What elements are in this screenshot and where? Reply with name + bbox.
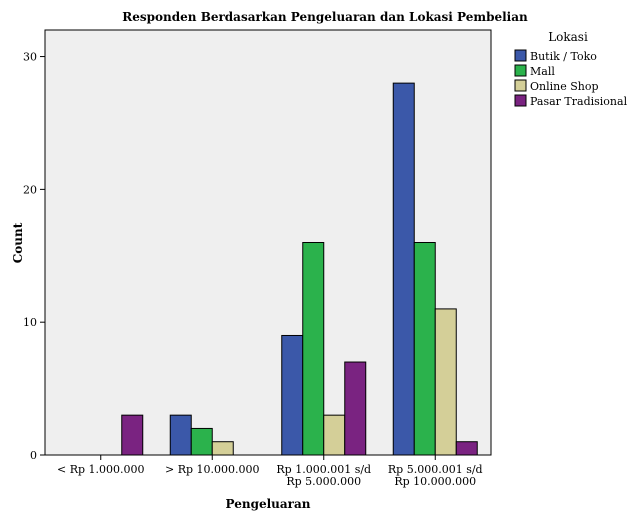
x-tick-label-line: Rp 5.000.000: [286, 475, 361, 488]
y-axis-title: Count: [11, 222, 25, 263]
x-axis-title: Pengeluaran: [226, 497, 311, 511]
legend-swatch: [514, 64, 527, 77]
legend-label: Pasar Tradisional: [530, 95, 628, 108]
bar-online-shop-3: [434, 308, 457, 456]
legend-label: Online Shop: [530, 80, 599, 93]
y-tick-label: 20: [23, 183, 37, 196]
bar-mall-3: [413, 242, 436, 456]
bar-pasar-tradisional-2: [344, 361, 367, 456]
legend-label: Mall: [530, 65, 555, 78]
chart-title: Responden Berdasarkan Pengeluaran dan Lo…: [122, 10, 528, 24]
bar-pasar-tradisional-3: [455, 441, 478, 456]
bar-pasar-tradisional-0: [121, 414, 144, 456]
x-tick-label: > Rp 10.000.000: [165, 463, 260, 476]
x-tick-label: Rp 1.000.001 s/d Rp 5.000.000: [276, 463, 371, 488]
x-tick-label-line: < Rp 1.000.000: [57, 463, 145, 476]
x-axis: < Rp 1.000.000 > Rp 10.000.000 Rp 1.000.00…: [57, 455, 483, 488]
legend-swatch: [514, 79, 527, 92]
bars: [121, 82, 478, 456]
bar-online-shop-2: [323, 414, 346, 456]
legend-label: Butik / Toko: [530, 50, 597, 63]
bar-mall-2: [302, 242, 325, 456]
x-tick-label-line: > Rp 10.000.000: [165, 463, 260, 476]
y-tick-label: 0: [30, 449, 37, 462]
y-tick-label: 10: [23, 316, 37, 329]
x-tick-label: < Rp 1.000.000: [57, 463, 145, 476]
x-tick-label-line: Rp 5.000.001 s/d: [388, 463, 483, 476]
legend-title: Lokasi: [548, 30, 588, 44]
legend-swatch: [514, 94, 527, 107]
x-tick-label-line: Rp 10.000.000: [394, 475, 476, 488]
bar-online-shop-1: [211, 441, 234, 456]
x-tick-label-line: Rp 1.000.001 s/d: [276, 463, 371, 476]
bar-butik-toko-1: [169, 414, 192, 456]
bar-butik-toko-2: [281, 334, 304, 456]
legend-swatch: [514, 49, 527, 62]
bar-butik-toko-3: [392, 82, 415, 456]
y-tick-label: 30: [23, 51, 37, 64]
bar-mall-1: [190, 427, 213, 456]
legend: Butik / Toko Mall Online Shop Pasar Tradisi…: [514, 49, 628, 108]
y-axis: 0 10 20 30: [23, 51, 45, 462]
x-tick-label: Rp 5.000.001 s/d Rp 10.000.000: [388, 463, 483, 488]
